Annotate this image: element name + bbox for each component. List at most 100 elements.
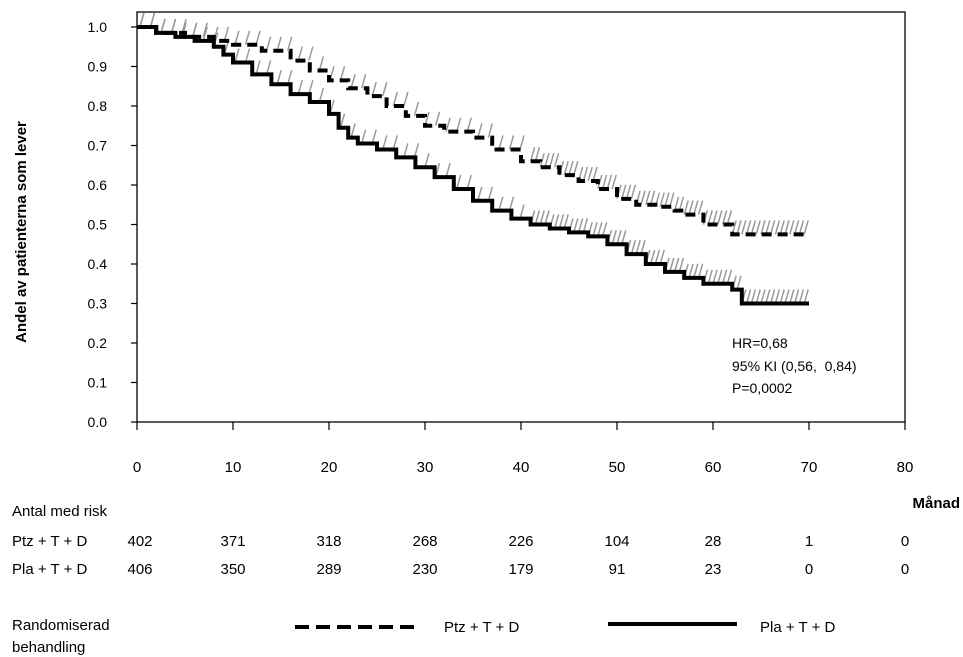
censor-mark (265, 36, 272, 51)
censor-mark (597, 222, 603, 237)
censor-mark (577, 218, 584, 233)
censor-mark (803, 220, 809, 235)
censor-mark (234, 48, 240, 63)
censor-mark (736, 220, 742, 235)
censor-mark (403, 91, 409, 107)
censor-mark (697, 263, 704, 279)
censor-mark (139, 12, 145, 28)
ci-text: 95% KI (0,56, 0,84) (732, 358, 857, 374)
censor-mark (592, 166, 598, 182)
censor-mark (673, 196, 680, 211)
x-tick-label: 50 (609, 459, 626, 476)
x-tick-label: 60 (705, 459, 722, 476)
censor-mark (736, 275, 742, 290)
censor-mark (403, 143, 409, 158)
censor-mark (466, 117, 472, 132)
censor-mark (508, 196, 515, 211)
censor-mark (587, 166, 593, 182)
censor-mark (498, 196, 504, 211)
y-tick-label: 1.0 (88, 19, 108, 35)
censor-mark (755, 220, 761, 235)
risk-value: 104 (604, 533, 629, 550)
y-tick-label: 0.3 (88, 296, 108, 312)
censor-mark (234, 30, 240, 45)
censor-mark (779, 220, 785, 235)
censor-mark (601, 222, 608, 237)
censor-mark (693, 200, 699, 215)
censor-mark (529, 147, 536, 162)
censor-mark (664, 192, 670, 207)
risk-value: 0 (901, 533, 909, 550)
censor-mark (539, 210, 545, 225)
censor-mark (568, 160, 574, 176)
censor-mark (697, 200, 704, 215)
censor-mark (455, 117, 462, 132)
censor-mark (774, 220, 781, 235)
risk-value: 402 (127, 533, 152, 550)
risk-table-title: Antal med risk (12, 503, 108, 520)
censor-mark (519, 204, 525, 219)
censor-mark (413, 101, 420, 117)
risk-value: 226 (508, 533, 533, 550)
censor-mark (202, 26, 208, 42)
risk-value: 371 (220, 533, 245, 550)
censor-mark (649, 190, 656, 205)
legend: Randomiserad behandling Ptz + T + D Pla … (12, 617, 835, 656)
censor-mark (434, 111, 441, 126)
censor-mark (553, 153, 560, 168)
censor-mark (693, 263, 699, 279)
censor-mark (765, 289, 771, 304)
risk-row-label-pla: Pla + T + D (12, 561, 87, 578)
censor-mark (688, 200, 694, 215)
censor-mark (760, 289, 766, 304)
censor-mark (519, 135, 525, 150)
censor-marks (139, 12, 809, 304)
censor-mark (669, 257, 675, 273)
censor-mark (611, 230, 617, 245)
censor-mark (276, 36, 282, 51)
censor-mark (318, 56, 325, 71)
censor-mark (170, 18, 177, 34)
x-tick-label: 80 (897, 459, 914, 476)
y-tick-label: 0.9 (88, 59, 108, 75)
censor-mark (487, 123, 494, 138)
censor-mark (350, 74, 356, 89)
censor-mark (635, 239, 641, 255)
censor-mark (392, 135, 399, 150)
risk-value: 406 (127, 561, 152, 578)
risk-row-label-ptz: Ptz + T + D (12, 533, 87, 550)
censor-mark (750, 220, 757, 235)
censor-mark (223, 26, 230, 42)
censor-mark (621, 230, 627, 245)
y-tick-label: 0.2 (88, 335, 108, 351)
censor-mark (582, 166, 589, 182)
censor-mark (466, 174, 472, 190)
hr-text: HR=0,68 (732, 335, 788, 351)
censor-mark (798, 220, 805, 235)
censor-mark (181, 18, 187, 34)
censor-mark (745, 220, 752, 235)
censor-mark (769, 289, 776, 304)
censor-mark (191, 22, 198, 38)
x-tick-label: 40 (513, 459, 530, 476)
censor-mark (477, 123, 483, 138)
censor-mark (765, 220, 771, 235)
survival-curves (137, 25, 809, 306)
censor-mark (611, 174, 617, 190)
censor-mark (445, 162, 451, 178)
hr-annotation: HR=0,68 95% KI (0,56, 0,84) P=0,0002 (732, 335, 857, 396)
censor-mark (659, 192, 665, 207)
censor-mark (640, 190, 646, 205)
censor-mark (678, 257, 685, 273)
y-tick-label: 0.1 (88, 375, 108, 391)
censor-mark (683, 200, 689, 215)
censor-mark (276, 70, 282, 85)
risk-value: 28 (705, 533, 722, 550)
censor-mark (789, 289, 795, 304)
censor-mark (255, 60, 261, 75)
censor-mark (498, 135, 504, 150)
censor-mark (573, 160, 579, 176)
risk-value: 179 (508, 561, 533, 578)
censor-mark (601, 174, 608, 190)
censor-mark (606, 174, 613, 190)
